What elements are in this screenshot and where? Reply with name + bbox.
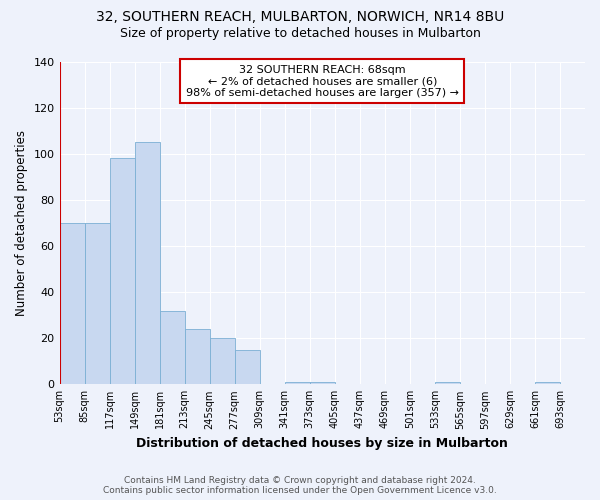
Bar xyxy=(235,350,260,384)
Text: 32, SOUTHERN REACH, MULBARTON, NORWICH, NR14 8BU: 32, SOUTHERN REACH, MULBARTON, NORWICH, … xyxy=(96,10,504,24)
Bar xyxy=(185,329,209,384)
Bar xyxy=(59,223,85,384)
Text: Size of property relative to detached houses in Mulbarton: Size of property relative to detached ho… xyxy=(119,28,481,40)
Bar xyxy=(110,158,134,384)
Bar xyxy=(85,223,110,384)
Bar xyxy=(310,382,335,384)
Bar xyxy=(160,310,185,384)
Text: Contains HM Land Registry data © Crown copyright and database right 2024.
Contai: Contains HM Land Registry data © Crown c… xyxy=(103,476,497,495)
Bar xyxy=(535,382,560,384)
X-axis label: Distribution of detached houses by size in Mulbarton: Distribution of detached houses by size … xyxy=(136,437,508,450)
Text: 32 SOUTHERN REACH: 68sqm
← 2% of detached houses are smaller (6)
98% of semi-det: 32 SOUTHERN REACH: 68sqm ← 2% of detache… xyxy=(186,64,459,98)
Y-axis label: Number of detached properties: Number of detached properties xyxy=(15,130,28,316)
Bar xyxy=(435,382,460,384)
Bar xyxy=(285,382,310,384)
Bar xyxy=(134,142,160,384)
Bar xyxy=(209,338,235,384)
